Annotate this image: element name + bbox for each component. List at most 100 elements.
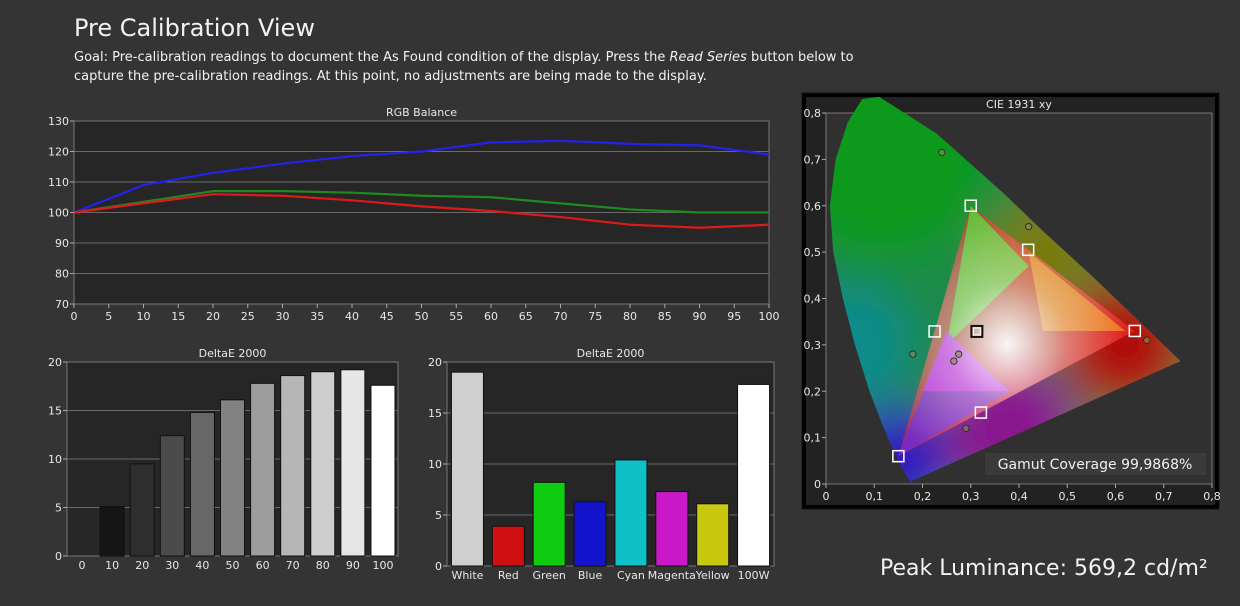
gray-category-label: 40 (195, 559, 209, 572)
cie-wash-green (829, 96, 994, 261)
cie-measured-point-0 (1143, 336, 1151, 344)
cie-measured-point-3 (909, 350, 917, 358)
rgb-series-line-2 (73, 193, 770, 229)
color-category-label: White (451, 569, 483, 582)
cie-ytick-label: 0,6 (804, 200, 822, 213)
gray-category-label: 50 (226, 559, 240, 572)
gray-category-label: 0 (79, 559, 86, 572)
cie-target-square-inner (972, 327, 981, 336)
color-bar-5 (655, 491, 689, 567)
color-category-label: Blue (578, 569, 603, 582)
color-ytick-label: 0 (435, 560, 442, 573)
cie-target-square-0 (1128, 324, 1142, 338)
cie-ytick-label: 0,7 (804, 153, 822, 166)
color-ytick-label: 20 (428, 356, 442, 369)
gray-bar-8 (310, 371, 336, 557)
rgb-xtick-label: 90 (693, 310, 707, 323)
color-bar-2 (532, 481, 566, 567)
cie-triangle-white-glow (898, 205, 1135, 457)
color-ytick-label: 5 (435, 509, 442, 522)
peak-luminance: Peak Luminance: 569,2 cd/m² (880, 556, 1208, 581)
rgb-xtick-label: 75 (588, 310, 602, 323)
color-ytick-label: 10 (428, 458, 442, 471)
cie-measured-point-1 (938, 148, 946, 157)
cie-target-square-2 (892, 449, 905, 463)
gray-bar-3 (159, 435, 185, 557)
rgb-balance-chart: RGB Balance 70 80 90 100 110 120 130 0 5 10 15 20 25 3… (48, 106, 780, 323)
gray-bar-5 (220, 399, 245, 557)
cie-xtick-label: 0,1 (866, 490, 884, 503)
cie-ytick-label: 0,1 (804, 432, 822, 445)
cie-ytick-label: 0,2 (804, 385, 822, 398)
rgb-ytick-label: 120 (48, 146, 69, 159)
gray-ytick-label: 15 (48, 405, 62, 418)
cie-xtick-label: 0 (823, 490, 830, 503)
cie-xtick-label: 0,4 (1010, 490, 1028, 503)
rgb-xtick-label: 20 (206, 310, 220, 323)
gamut-coverage-box (985, 453, 1206, 475)
color-category-label: Cyan (617, 569, 645, 582)
gray-bar-1 (99, 506, 125, 557)
read-series-emphasis: Read Series (669, 50, 747, 65)
rgb-xtick-label: 40 (345, 310, 359, 323)
rgb-xtick-label: 35 (310, 310, 324, 323)
rgb-xtick-label: 50 (415, 310, 429, 323)
gray-chart-title: DeltaE 2000 (199, 347, 267, 360)
gamut-coverage-label: Gamut Coverage 99,9868% (998, 457, 1193, 473)
rgb-xtick-label: 55 (449, 310, 463, 323)
rgb-xtick-label: 5 (105, 310, 112, 323)
peak-value: 569,2 cd/m² (1074, 556, 1208, 581)
color-bar-6 (696, 503, 730, 567)
gray-ytick-label: 20 (48, 356, 62, 369)
color-category-label: Magenta (648, 569, 696, 582)
gray-bar-4 (189, 411, 215, 557)
rgb-xtick-label: 85 (658, 310, 672, 323)
cie-target-square-5 (974, 406, 988, 419)
color-chart-title: DeltaE 2000 (577, 347, 645, 360)
color-category-label: Green (533, 569, 566, 582)
cie-measured-point-5 (955, 350, 963, 358)
gray-bar-7 (280, 375, 306, 557)
peak-label: Peak Luminance: (880, 556, 1067, 581)
rgb-ytick-label: 110 (48, 176, 69, 189)
gray-ytick-label: 5 (55, 502, 62, 515)
gray-category-label: 60 (256, 559, 270, 572)
cie-target-square-3 (970, 324, 984, 338)
color-category-label: Yellow (695, 569, 730, 582)
rgb-xtick-label: 0 (71, 310, 78, 323)
cie-xtick-label: 0,3 (962, 490, 980, 503)
cie-ytick-label: 0,8 (804, 107, 822, 120)
rgb-series-line-0 (73, 139, 770, 214)
color-category-label: 100W (738, 569, 770, 582)
goal-suffix: button below to capture the pre-calibrat… (74, 50, 854, 84)
rgb-ytick-label: 70 (55, 298, 69, 311)
cie-measured-point-2 (1025, 223, 1033, 231)
rgb-ytick-label: 130 (48, 115, 69, 128)
rgb-xtick-label: 15 (171, 310, 185, 323)
gray-category-label: 10 (105, 559, 119, 572)
color-bar-4 (614, 459, 648, 567)
rgb-xtick-label: 95 (727, 310, 741, 323)
color-bar-3 (573, 501, 607, 567)
cie-xtick-label: 0,7 (1155, 490, 1173, 503)
color-bar-1 (491, 525, 525, 567)
color-category-label: Red (498, 569, 519, 582)
rgb-xtick-label: 25 (241, 310, 255, 323)
gray-category-label: 20 (135, 559, 149, 572)
goal-text: Goal: Pre-calibration readings to docume… (74, 48, 854, 86)
gray-category-label: 100 (372, 559, 393, 572)
color-bar-0 (450, 371, 484, 567)
cie-1931-chart: CIE 1931 xy 0 0,1 0,2 0,3 0,4 0,5 0,6 0,7 0,8 0 0,1… (801, 92, 1221, 510)
rgb-chart-title: RGB Balance (386, 106, 457, 119)
gray-category-label: 80 (316, 559, 330, 572)
rgb-ytick-label: 90 (55, 237, 69, 250)
gray-category-label: 70 (286, 559, 300, 572)
color-ytick-label: 15 (428, 407, 442, 420)
cie-target-square-1 (964, 199, 977, 212)
cie-ytick-label: 0,4 (804, 293, 822, 306)
gray-ytick-label: 10 (48, 453, 62, 466)
gray-bar-10 (370, 384, 396, 557)
cie-ytick-label: 0,5 (804, 246, 822, 259)
gray-category-label: 30 (165, 559, 179, 572)
